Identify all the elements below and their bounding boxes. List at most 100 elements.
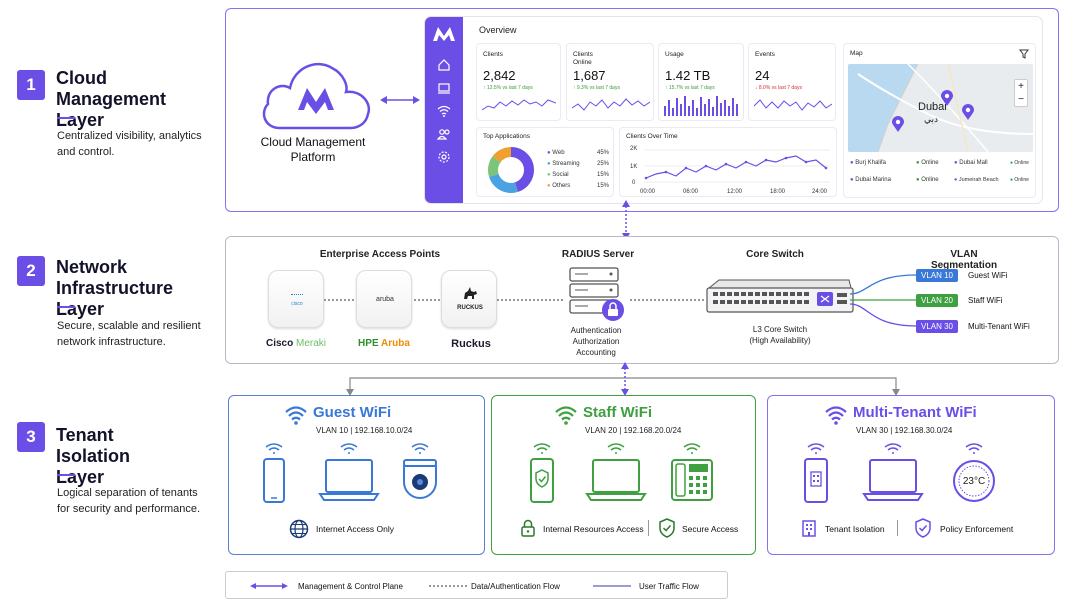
- status-text: Online: [1014, 177, 1029, 183]
- core-switch-title: Core Switch: [746, 249, 804, 260]
- layer-2-title: Network Infrastructure Layer: [56, 257, 174, 319]
- stat-card-clients[interactable]: Clients 2,842 ↑ 12.5% vs last 7 days: [476, 43, 561, 121]
- security-camera-icon: [403, 443, 437, 499]
- legend: Management & Control Plane Data/Authenti…: [225, 571, 728, 599]
- app-legend-social: ● Social 15%: [547, 172, 609, 178]
- zoom-out-button[interactable]: −: [1018, 94, 1024, 105]
- sparkline: [754, 99, 832, 111]
- location-item[interactable]: ● Jumeirah Beach: [954, 177, 999, 183]
- map-card[interactable]: Map Dubai دبي + − ● Burj Khalifa ● Onlin…: [843, 43, 1036, 198]
- guest-wifi-title: Guest WiFi: [313, 404, 392, 421]
- layer-1-rule: [57, 117, 75, 119]
- ruckus-access-point[interactable]: RUCKUS: [441, 270, 497, 328]
- status-text: Online: [1014, 160, 1029, 166]
- location-name: Dubai Mall: [959, 160, 988, 166]
- wifi-icon[interactable]: [437, 104, 451, 118]
- home-icon[interactable]: [437, 58, 451, 72]
- stat-label: Usage: [665, 51, 684, 58]
- location-item[interactable]: ● Dubai Marina: [850, 177, 891, 183]
- location-name: Dubai Marina: [855, 177, 891, 183]
- devices-icon[interactable]: [437, 81, 451, 95]
- app-logo-icon: [433, 27, 455, 41]
- access-points-title: Enterprise Access Points: [319, 249, 441, 260]
- aruba-access-point[interactable]: aruba: [356, 270, 412, 328]
- cisco-logo-bars: [291, 294, 303, 299]
- app-legend-web: ● Web 45%: [547, 150, 609, 156]
- tenant-isolation-label: Tenant Isolation: [825, 524, 885, 534]
- radius-server-icon[interactable]: [568, 266, 628, 322]
- thermostat-icon: [953, 443, 995, 502]
- location-status: ● Online: [1010, 177, 1029, 183]
- staff-wifi-policy-internal: Internal Resources Access: [543, 524, 644, 534]
- stat-label: Clients: [483, 51, 503, 58]
- location-status: ● Online: [916, 177, 939, 183]
- sparkline: [482, 99, 556, 111]
- clients-over-time-card[interactable]: Clients Over Time 2K 1K 0 00:00 06:00 12…: [619, 127, 837, 197]
- map-city-label: Dubai: [918, 101, 947, 113]
- ruckus-logo: RUCKUS: [457, 305, 483, 311]
- management-arrow: [380, 96, 420, 104]
- sparkline: [572, 98, 650, 111]
- core-switch-type: L3 Core Switch: [752, 325, 808, 334]
- map-pin-icon[interactable]: [962, 104, 974, 120]
- app-legend-streaming: ● Streaming 25%: [547, 161, 609, 167]
- legend-user-line: [593, 585, 631, 587]
- map-terrain: [848, 64, 1033, 152]
- users-icon[interactable]: [437, 127, 451, 141]
- settings-gear-icon[interactable]: [437, 150, 451, 164]
- bar-sparkline: [664, 96, 738, 116]
- sub-brand: Meraki: [296, 338, 327, 349]
- x-tick: 18:00: [770, 189, 786, 195]
- guest-wifi-subnet: VLAN 10 | 192.168.10.0/24: [316, 426, 413, 435]
- layer-3-desc: Logical separation of tenants for securi…: [57, 487, 201, 515]
- y-tick: 1K: [630, 164, 638, 170]
- thermostat-reading: 23°C: [962, 476, 986, 487]
- brand: Cisco: [265, 338, 294, 349]
- ap-dotted-links: [324, 299, 564, 301]
- top-applications-card[interactable]: Top Applications ● Web 45% ● Streaming 25%…: [476, 127, 614, 197]
- policy-enforcement-label: Policy Enforcement: [940, 524, 1014, 534]
- vlan-30-name: Multi-Tenant WiFi: [968, 322, 1030, 331]
- location-item[interactable]: ● Dubai Mall: [954, 160, 988, 166]
- staff-wifi-title: Staff WiFi: [583, 404, 653, 421]
- app-pct: 25%: [596, 161, 609, 167]
- stat-value: 1.42 TB: [665, 68, 711, 83]
- guest-wifi-policy: Internet Access Only: [316, 524, 394, 534]
- stat-change-text: 9.3% vs last 7 days: [576, 85, 620, 91]
- radius-function: Authorization: [572, 337, 620, 346]
- stat-change: ↓ 8.0% vs last 7 days: [755, 85, 802, 91]
- core-switch-icon[interactable]: [705, 278, 855, 318]
- stat-card-clients-online[interactable]: Clients Online 1,687 ↑ 9.3% vs last 7 da…: [566, 43, 654, 121]
- staff-wifi-icon: [555, 406, 577, 425]
- stat-change-text: 8.0% vs last 7 days: [758, 85, 802, 91]
- stat-card-events[interactable]: Events 24 ↓ 8.0% vs last 7 days: [748, 43, 836, 121]
- map-view[interactable]: Dubai دبي + −: [848, 64, 1033, 152]
- layer-1-number: 1: [17, 70, 45, 100]
- filter-icon[interactable]: [1019, 49, 1029, 59]
- location-name: Jumeirah Beach: [958, 177, 999, 183]
- lock-icon: [521, 519, 535, 537]
- cisco-access-point[interactable]: cisco: [268, 270, 324, 328]
- map-pin-icon[interactable]: [941, 90, 953, 106]
- location-status: ● Online: [916, 160, 939, 166]
- app-name: Others: [552, 183, 571, 189]
- location-item[interactable]: ● Burj Khalifa: [850, 160, 886, 166]
- stat-change-text: 12.5% vs last 7 days: [486, 85, 533, 91]
- app-legend-others: ● Others 15%: [547, 183, 609, 189]
- layer2-layer3-connectors: [346, 362, 900, 396]
- dashboard-window: Overview Clients 2,842 ↑ 12.5% vs last 7…: [425, 17, 1042, 203]
- map-title: Map: [850, 50, 863, 57]
- zoom-in-button[interactable]: +: [1018, 81, 1024, 92]
- layer-2-number: 2: [17, 256, 45, 286]
- tenant-laptop-icon: [862, 443, 924, 501]
- map-zoom-controls: + −: [1014, 79, 1028, 107]
- divider: [648, 520, 649, 536]
- radius-function: Authentication: [570, 326, 622, 335]
- stat-card-usage[interactable]: Usage 1.42 TB ↑ 15.7% vs last 7 days: [658, 43, 744, 121]
- cloud-platform-label: Cloud Management Platform: [260, 135, 366, 164]
- stat-value: 2,842: [483, 68, 516, 83]
- map-pin-icon[interactable]: [892, 116, 904, 132]
- vlan-10-tag: VLAN 10: [916, 269, 958, 282]
- vlan-segmentation-title: VLAN Segmentation: [930, 249, 998, 271]
- top-apps-title: Top Applications: [483, 133, 530, 140]
